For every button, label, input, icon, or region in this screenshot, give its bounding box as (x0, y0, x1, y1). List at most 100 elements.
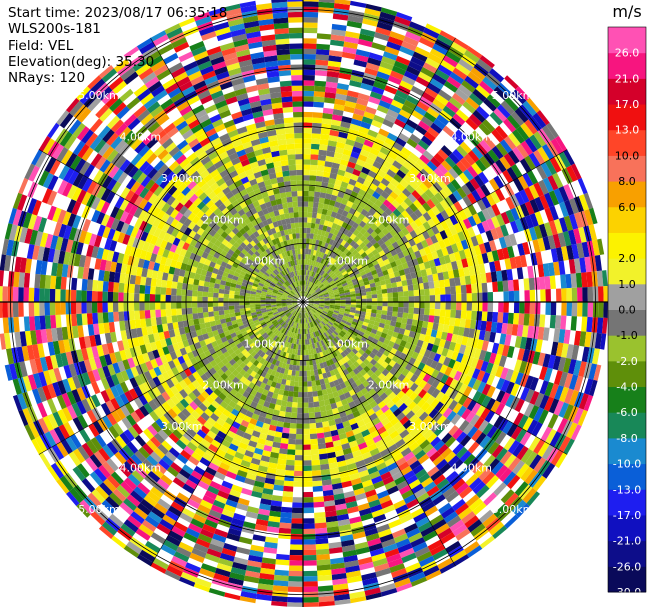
range-gate (364, 330, 371, 336)
range-gate (437, 34, 454, 47)
range-gate (320, 263, 325, 270)
range-gate (348, 178, 357, 186)
range-gate (412, 431, 424, 442)
range-gate (463, 266, 470, 277)
range-gate (414, 143, 426, 155)
range-gate (433, 315, 440, 324)
range-gate (365, 62, 380, 72)
range-gate (589, 379, 598, 397)
range-gate (349, 288, 356, 292)
range-gate (444, 386, 454, 397)
range-gate (499, 333, 507, 345)
range-gate (353, 270, 360, 276)
range-gate (313, 296, 319, 300)
range-gate (311, 470, 322, 477)
range-gate (433, 280, 440, 289)
range-gate (353, 108, 365, 117)
range-gate (471, 310, 478, 321)
range-gate (433, 440, 445, 452)
range-gate (397, 251, 405, 259)
range-gate (455, 109, 469, 122)
range-gate (288, 438, 296, 445)
range-gate (594, 332, 602, 349)
range-gate (354, 286, 361, 291)
range-gate (495, 142, 508, 157)
range-gate (313, 304, 319, 308)
range-gate (317, 309, 323, 313)
range-gate (171, 308, 177, 316)
range-gate (587, 302, 594, 318)
range-gate (361, 298, 367, 302)
range-gate (493, 415, 505, 429)
range-gate (319, 302, 325, 305)
range-gate (528, 227, 538, 241)
range-gate (358, 201, 367, 209)
range-gate (514, 218, 524, 232)
range-gate (198, 317, 205, 324)
range-gate (166, 280, 173, 289)
range-gate (336, 264, 343, 270)
range-gate (155, 302, 161, 310)
range-gate (310, 276, 314, 283)
range-gate (360, 292, 367, 296)
range-gate (444, 366, 453, 377)
range-gate (356, 98, 369, 107)
range-gate (314, 406, 321, 413)
range-gate (279, 448, 288, 455)
range-gate (354, 103, 367, 112)
range-gate (323, 281, 329, 287)
range-gate (290, 528, 303, 535)
range-gate (410, 221, 419, 230)
range-gate (192, 290, 198, 297)
range-gate (335, 224, 342, 232)
range-gate (384, 46, 400, 56)
range-gate (317, 207, 323, 214)
range-gate (553, 400, 565, 416)
range-gate (303, 502, 314, 508)
range-gate (362, 321, 369, 327)
range-gate (327, 65, 341, 73)
range-gate (313, 303, 320, 306)
range-gate (426, 160, 438, 172)
range-gate (506, 474, 521, 490)
range-gate (298, 386, 303, 393)
range-gate (474, 464, 488, 478)
range-gate (525, 451, 538, 467)
range-gate (303, 491, 314, 498)
range-gate (323, 280, 328, 286)
range-gate (415, 76, 430, 88)
range-gate (306, 280, 309, 287)
range-gate (406, 170, 417, 181)
range-gate (358, 330, 365, 337)
range-gate (570, 424, 582, 441)
range-gate (415, 186, 425, 196)
range-gate (456, 293, 462, 302)
range-gate (495, 377, 506, 390)
range-gate (279, 522, 292, 529)
range-gate (176, 302, 182, 309)
range-gate (358, 348, 365, 356)
range-gate (332, 324, 338, 329)
range-gate (349, 272, 356, 278)
range-gate (366, 234, 374, 242)
range-gate (429, 295, 436, 302)
range-gate (389, 228, 398, 237)
range-gate (570, 273, 577, 288)
range-gate (451, 133, 464, 146)
range-gate (391, 99, 404, 110)
range-gate (366, 308, 372, 313)
range-gate (438, 256, 446, 266)
range-gate (349, 312, 356, 316)
range-gate (475, 159, 487, 172)
range-gate (314, 299, 320, 301)
range-gate (144, 285, 151, 294)
range-gate (592, 239, 600, 256)
range-gate (455, 310, 462, 319)
range-gate (461, 258, 469, 268)
range-gate (504, 514, 519, 529)
range-gate (446, 262, 453, 272)
range-gate (329, 227, 336, 235)
range-gate (416, 158, 427, 169)
range-gate (324, 297, 330, 300)
range-gate (320, 133, 330, 141)
